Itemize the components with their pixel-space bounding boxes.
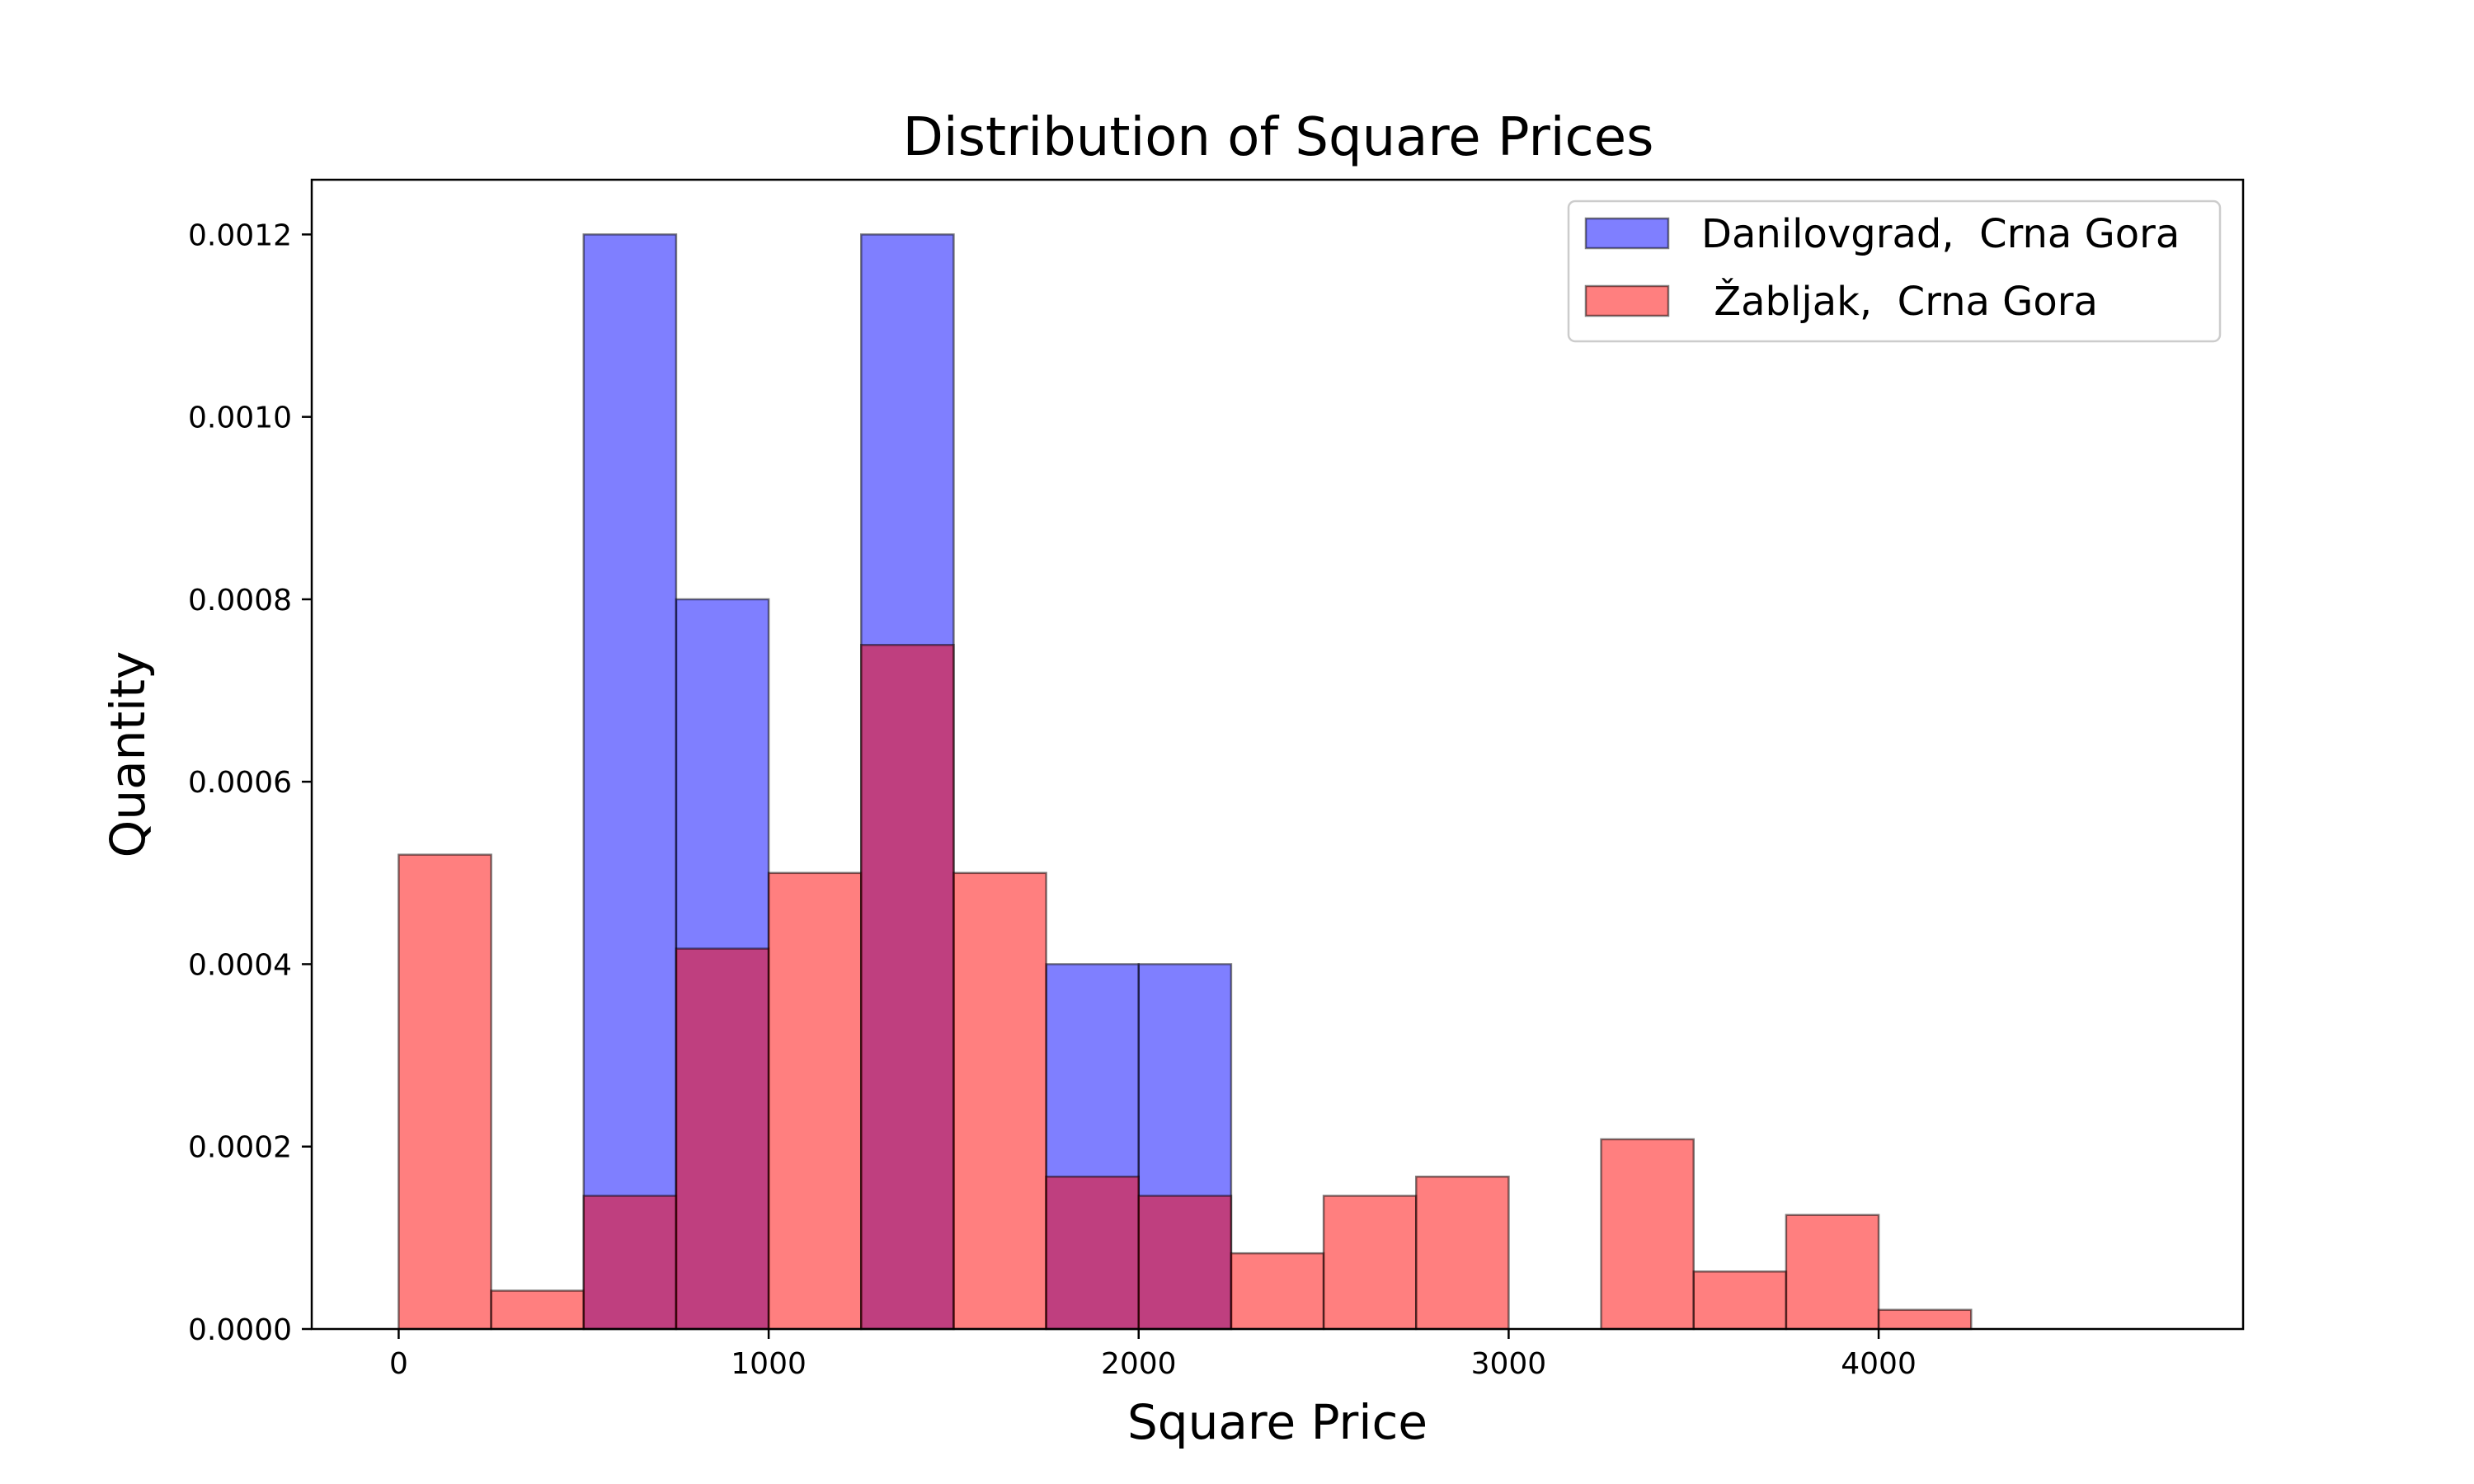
- legend: Danilovgrad, Crna Gora Žabljak, Crna Gor…: [1567, 200, 2222, 343]
- bar-series-1-bin-3: [675, 947, 770, 1331]
- bar-series-1-bin-0: [397, 853, 492, 1331]
- y-tick-label: 0.0008: [188, 584, 292, 618]
- y-tick-label: 0.0000: [188, 1313, 292, 1347]
- y-axis-title: Quantity: [100, 651, 156, 858]
- bar-series-1-bin-14: [1692, 1270, 1788, 1331]
- bar-series-1-bin-6: [952, 871, 1047, 1331]
- bar-series-1-bin-5: [860, 643, 955, 1331]
- x-tick-label: 1000: [731, 1347, 807, 1381]
- y-tick-label: 0.0002: [188, 1131, 292, 1165]
- x-tick-label: 2000: [1101, 1347, 1177, 1381]
- y-tick-label: 0.0012: [188, 218, 292, 252]
- bar-series-1-bin-1: [490, 1289, 586, 1331]
- plot-frame: [310, 178, 2245, 1331]
- y-tick-label: 0.0006: [188, 766, 292, 800]
- legend-swatch-danilovgrad: [1584, 217, 1670, 250]
- bar-series-1-bin-7: [1045, 1175, 1141, 1331]
- legend-frame: [1567, 200, 2222, 343]
- legend-label-zabljak: Žabljak, Crna Gora: [1701, 278, 2098, 325]
- bar-series-1-bin-2: [582, 1195, 678, 1331]
- chart-title: Distribution of Square Prices: [903, 107, 1654, 168]
- bar-series-1-bin-16: [1877, 1308, 1973, 1331]
- y-axis: 0.0000 0.0002 0.0004 0.0006 0.0008 0.0010 0.00…: [188, 218, 312, 1347]
- x-tick-label: 4000: [1841, 1347, 1917, 1381]
- legend-swatch-zabljak: [1584, 284, 1670, 317]
- bar-series-1-bin-10: [1322, 1195, 1418, 1331]
- x-tick-label: 3000: [1471, 1347, 1547, 1381]
- x-tick-label: 0: [389, 1347, 408, 1381]
- x-axis: 0 1000 2000 3000 4000: [389, 1329, 1917, 1381]
- bar-series-1-bin-8: [1137, 1195, 1233, 1331]
- y-tick-label: 0.0010: [188, 402, 292, 435]
- legend-label-danilovgrad: Danilovgrad, Crna Gora: [1701, 211, 2180, 257]
- bar-series-1-bin-15: [1785, 1214, 1880, 1331]
- bar-series-1-bin-9: [1230, 1252, 1325, 1331]
- bar-series-1-bin-4: [767, 871, 863, 1331]
- bars-layer: [397, 233, 1973, 1331]
- bar-series-0-bin-2: [582, 233, 678, 1331]
- bar-series-1-bin-11: [1414, 1175, 1510, 1331]
- bar-series-1-bin-13: [1600, 1138, 1695, 1331]
- y-tick-label: 0.0004: [188, 948, 292, 982]
- x-axis-title: Square Price: [1127, 1394, 1427, 1450]
